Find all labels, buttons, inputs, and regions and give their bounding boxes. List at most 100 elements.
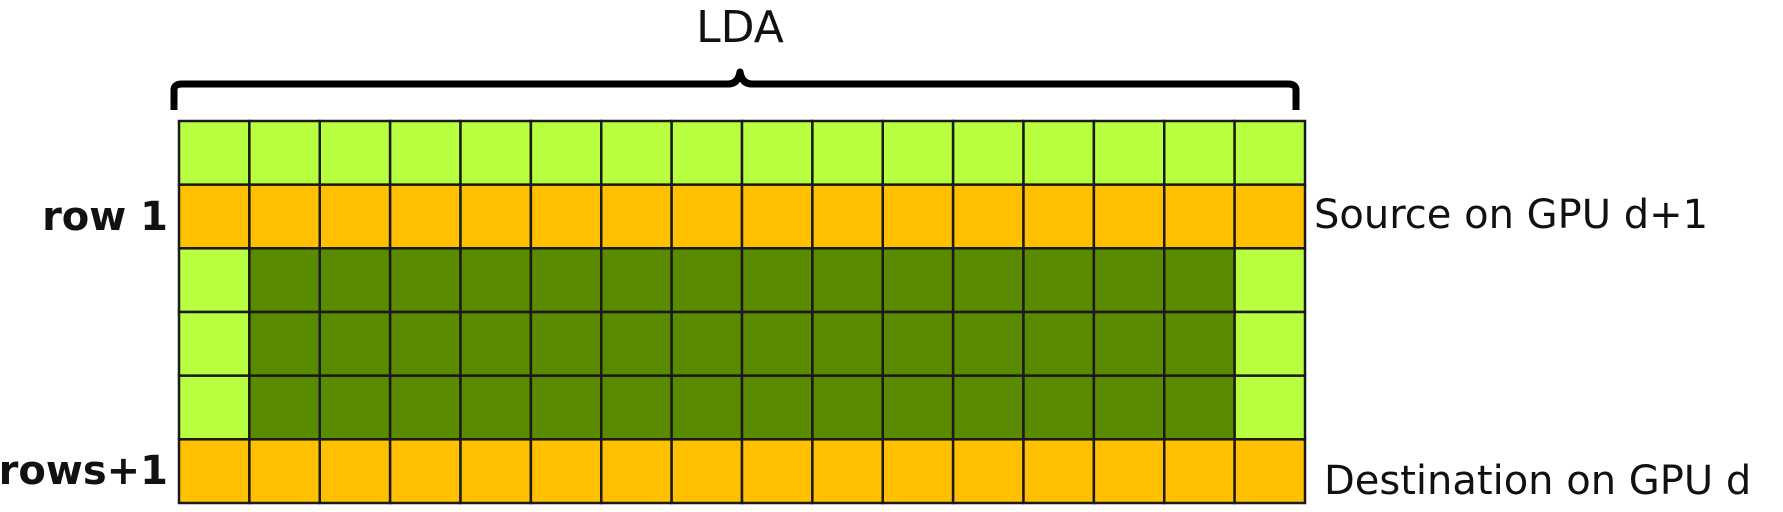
cell-interior	[1022, 247, 1096, 314]
cell-interior	[811, 247, 885, 314]
cell-halo	[1022, 119, 1096, 186]
cell-interior	[529, 310, 603, 377]
cell-exchange	[459, 183, 533, 250]
cell-exchange	[600, 183, 673, 250]
cell-exchange	[1022, 183, 1096, 250]
cell-interior	[881, 310, 955, 377]
cell-interior	[1022, 310, 1096, 377]
cell-interior	[600, 374, 673, 441]
cell-halo	[177, 310, 251, 377]
cell-interior	[529, 374, 603, 441]
cell-interior	[1163, 310, 1236, 377]
cell-halo	[600, 119, 673, 186]
cell-halo	[1092, 119, 1166, 186]
cell-interior	[248, 247, 322, 314]
cell-interior	[951, 247, 1025, 314]
cell-exchange	[318, 183, 392, 250]
cell-exchange	[1163, 183, 1236, 250]
cell-interior	[740, 247, 814, 314]
cell-halo	[177, 374, 251, 441]
cell-halo	[177, 247, 251, 314]
cell-interior	[1163, 247, 1236, 314]
cell-interior	[670, 247, 744, 314]
cell-exchange	[951, 183, 1025, 250]
cell-interior	[881, 374, 955, 441]
cell-halo	[1163, 119, 1236, 186]
cell-interior	[600, 310, 673, 377]
cell-exchange	[1163, 438, 1236, 505]
cell-interior	[740, 374, 814, 441]
destination-label: Destination on GPU d	[1324, 458, 1751, 504]
cell-exchange	[1233, 183, 1307, 250]
cell-interior	[248, 310, 322, 377]
lda-brace	[170, 68, 1300, 110]
cell-exchange	[388, 183, 462, 250]
cell-interior	[388, 374, 462, 441]
cell-interior	[318, 374, 392, 441]
cell-interior	[1022, 374, 1096, 441]
cell-exchange	[740, 183, 814, 250]
cell-interior	[670, 310, 744, 377]
cell-interior	[600, 247, 673, 314]
cell-interior	[529, 247, 603, 314]
cell-halo	[318, 119, 392, 186]
cell-interior	[459, 310, 533, 377]
cell-exchange	[1022, 438, 1096, 505]
cell-halo	[670, 119, 744, 186]
cell-interior	[1092, 247, 1166, 314]
cell-exchange	[951, 438, 1025, 505]
cell-halo	[951, 119, 1025, 186]
cell-exchange	[740, 438, 814, 505]
cell-halo	[1233, 247, 1307, 314]
cell-halo	[881, 119, 955, 186]
grid-cells	[177, 119, 1307, 505]
cell-halo	[1233, 119, 1307, 186]
cell-interior	[388, 247, 462, 314]
cell-interior	[1092, 374, 1166, 441]
cell-interior	[318, 247, 392, 314]
cell-interior	[951, 310, 1025, 377]
cell-halo	[248, 119, 322, 186]
cell-halo	[811, 119, 885, 186]
cell-exchange	[811, 183, 885, 250]
rows-plus-1-label: rows+1	[0, 448, 168, 494]
cell-halo	[177, 119, 251, 186]
cell-exchange	[1092, 438, 1166, 505]
cell-exchange	[1092, 183, 1166, 250]
cell-interior	[811, 310, 885, 377]
cell-exchange	[177, 438, 251, 505]
cell-interior	[318, 310, 392, 377]
cell-exchange	[248, 183, 322, 250]
cell-exchange	[881, 438, 955, 505]
cell-interior	[1092, 310, 1166, 377]
cell-halo	[388, 119, 462, 186]
cell-interior	[670, 374, 744, 441]
cell-exchange	[881, 183, 955, 250]
cell-halo	[529, 119, 603, 186]
cell-exchange	[388, 438, 462, 505]
cell-halo	[740, 119, 814, 186]
cell-exchange	[529, 438, 603, 505]
cell-exchange	[670, 438, 744, 505]
row-1-label: row 1	[42, 194, 168, 240]
cell-halo	[1233, 374, 1307, 441]
cell-exchange	[1233, 438, 1307, 505]
cell-interior	[881, 247, 955, 314]
cell-exchange	[177, 183, 251, 250]
cell-exchange	[670, 183, 744, 250]
cell-interior	[951, 374, 1025, 441]
cell-halo	[459, 119, 533, 186]
cell-exchange	[600, 438, 673, 505]
cell-interior	[811, 374, 885, 441]
cell-exchange	[459, 438, 533, 505]
cell-exchange	[811, 438, 885, 505]
cell-halo	[1233, 310, 1307, 377]
cell-interior	[459, 247, 533, 314]
source-label: Source on GPU d+1	[1314, 192, 1708, 238]
cell-interior	[248, 374, 322, 441]
cell-interior	[459, 374, 533, 441]
cell-interior	[1163, 374, 1236, 441]
lda-label: LDA	[696, 2, 784, 53]
cell-interior	[388, 310, 462, 377]
